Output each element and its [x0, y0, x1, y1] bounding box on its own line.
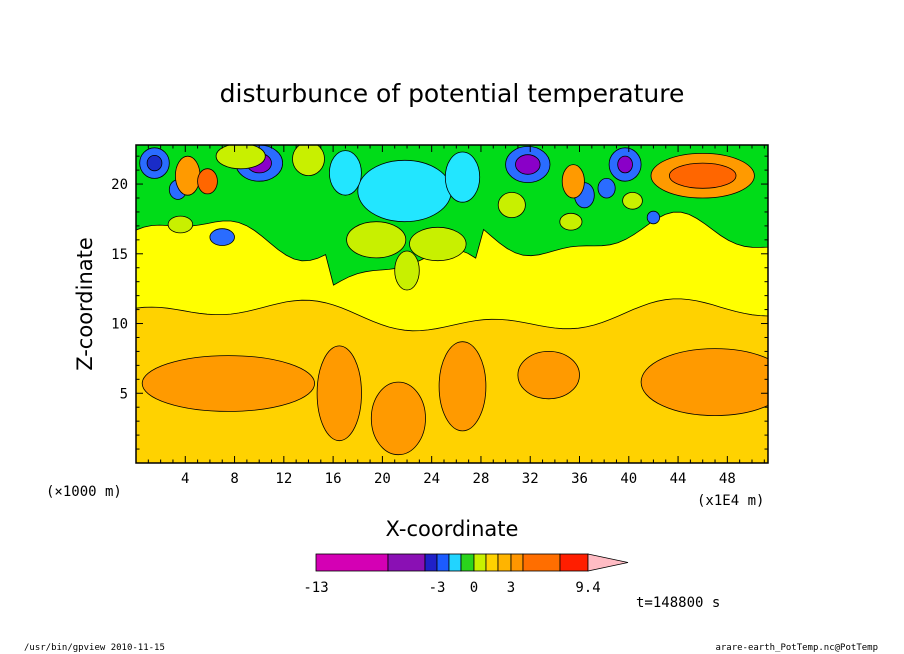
contour-blob-6: [517, 350, 580, 400]
chart-title: disturbunce of potential temperature: [220, 79, 685, 108]
colorbar-swatch-2: [387, 553, 426, 572]
colorbar-swatch-8: [485, 553, 499, 572]
x-tick-label-20: 20: [374, 471, 391, 487]
contour-blob-28: [215, 145, 266, 170]
colorbar-swatch-3: [424, 553, 438, 572]
contour-blob-7: [357, 159, 452, 223]
y-tick-label-15: 15: [111, 247, 128, 263]
colorbar-swatch-4: [436, 553, 450, 572]
contour-blob-8: [444, 151, 481, 203]
x-tick-label-8: 8: [230, 471, 238, 487]
x-axis-label: X-coordinate: [386, 517, 519, 541]
x-tick-label-4: 4: [181, 471, 189, 487]
colorbar-label-1: -13: [303, 580, 328, 596]
x-tick-label-36: 36: [571, 471, 588, 487]
colorbar-scale-label: (x1E4 m): [697, 493, 764, 509]
y-tick-label-5: 5: [120, 386, 128, 402]
x-tick-label-24: 24: [423, 471, 440, 487]
colorbar-label-4: 3: [507, 580, 515, 596]
colorbar-label-3: 0: [470, 580, 478, 596]
contour-blob-13: [515, 154, 541, 175]
y-axis-ticks: 5 10 15 20: [111, 155, 768, 450]
x-axis-unit: (×1000 m): [46, 484, 122, 500]
x-tick-label-48: 48: [719, 471, 736, 487]
x-tick-label-12: 12: [275, 471, 292, 487]
colorbar-swatch-5: [448, 553, 462, 572]
y-tick-label-10: 10: [111, 317, 128, 333]
contour-blob-31: [167, 215, 194, 234]
colorbar-swatch-6: [460, 553, 475, 572]
x-axis-ticks: 4 8 12 16 20 24 28 32 36 40 44 48: [147, 145, 765, 487]
time-label: t=148800 s: [636, 595, 720, 611]
y-axis-label: Z-coordinate: [73, 237, 97, 371]
colorbar: -13 -3 0 3 9.4: [303, 553, 629, 596]
contour-blob-27: [561, 164, 585, 199]
contour-blob-3: [316, 345, 362, 442]
contour-blob-34: [346, 221, 407, 259]
colorbar-label-2: -3: [429, 580, 446, 596]
x-tick-label-16: 16: [325, 471, 342, 487]
contour-blob-17: [146, 155, 163, 172]
contour-plot: [136, 145, 768, 463]
colorbar-label-5: 9.4: [575, 580, 600, 596]
contour-blob-29: [292, 145, 325, 176]
plot-frame: [135, 144, 769, 464]
x-tick-label-32: 32: [522, 471, 539, 487]
contour-blob-21: [209, 228, 235, 246]
x-tick-label-44: 44: [670, 471, 687, 487]
contour-blob-24: [669, 162, 737, 189]
contour-blob-19: [597, 177, 616, 199]
contour-blob-35: [409, 226, 467, 262]
contour-blob-36: [394, 250, 420, 291]
contour-blob-20: [646, 210, 661, 225]
footer-left: /usr/bin/gpview 2010-11-15: [24, 643, 165, 653]
colorbar-swatch-9: [497, 553, 512, 572]
colorbar-arrow: [587, 553, 629, 572]
y-tick-label-20: 20: [111, 177, 128, 193]
colorbar-swatch-7: [473, 553, 487, 572]
colorbar-swatch-11: [522, 553, 561, 572]
contour-blob-1: [141, 355, 315, 412]
colorbar-swatch-1: [315, 553, 389, 572]
contour-blob-5: [370, 381, 426, 456]
footer-right: arare-earth_PotTemp.nc@PotTemp: [715, 643, 878, 653]
colorbar-swatch-12: [559, 553, 589, 572]
x-tick-label-28: 28: [473, 471, 490, 487]
contour-blob-26: [197, 168, 218, 195]
contour-blob-25: [174, 155, 201, 196]
contour-blob-4: [438, 341, 487, 432]
contour-blob-30: [497, 191, 526, 218]
colorbar-swatch-10: [510, 553, 524, 572]
contour-blob-9: [328, 150, 362, 196]
x-tick-label-40: 40: [620, 471, 637, 487]
contour-blob-2: [640, 348, 768, 416]
contour-blob-15: [617, 155, 633, 174]
contour-blob-33: [622, 192, 643, 210]
contour-blob-32: [559, 212, 583, 231]
